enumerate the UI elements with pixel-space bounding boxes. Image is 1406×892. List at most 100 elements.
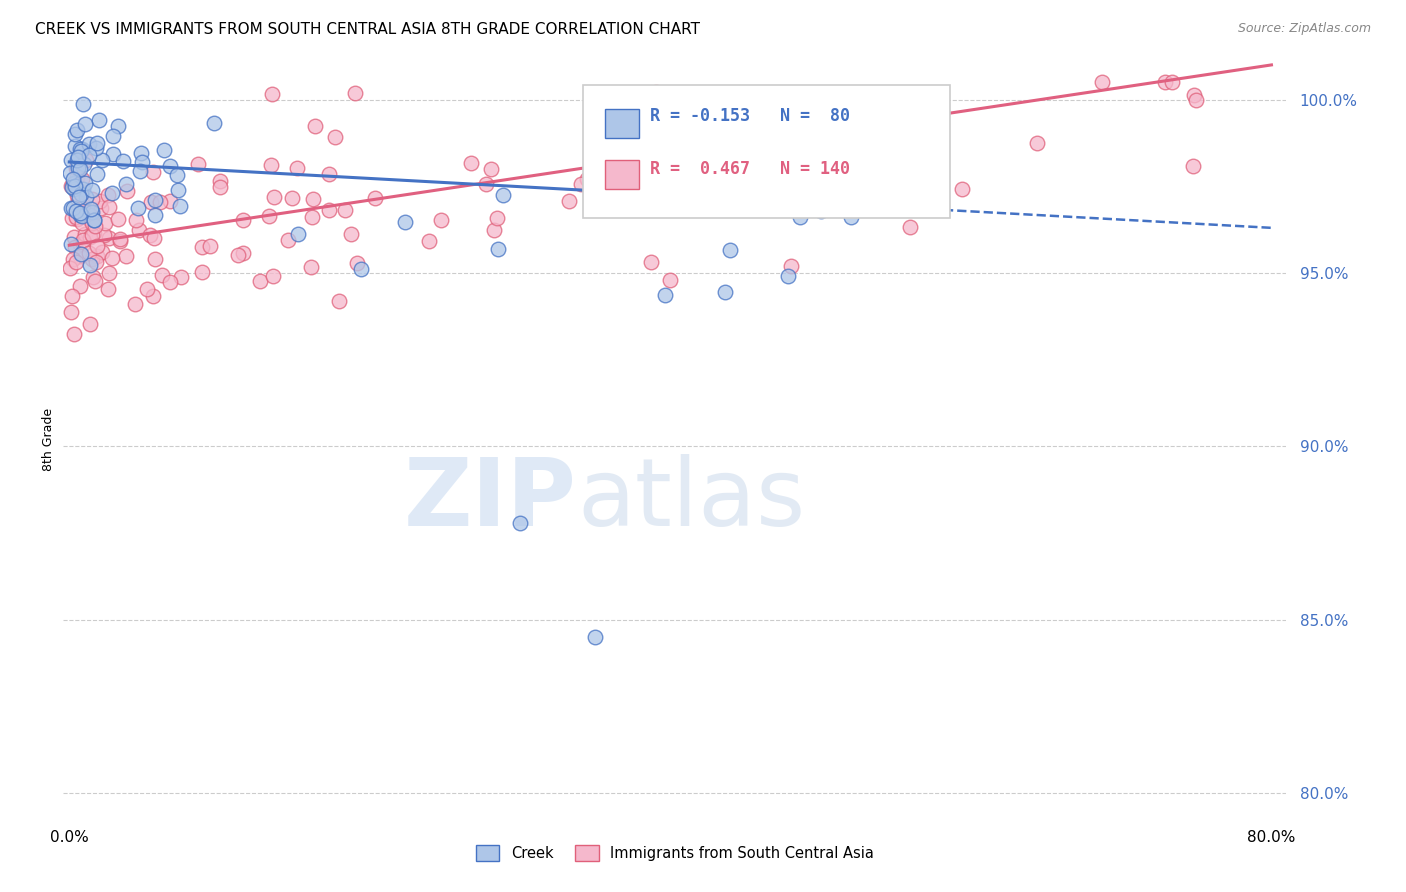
Point bbox=[208, 180, 231, 194]
Point bbox=[63, 178, 86, 193]
Point bbox=[131, 155, 153, 169]
Point bbox=[84, 141, 107, 155]
Point bbox=[124, 296, 146, 310]
Point bbox=[482, 223, 505, 237]
Point bbox=[125, 213, 148, 227]
Text: CREEK VS IMMIGRANTS FROM SOUTH CENTRAL ASIA 8TH GRADE CORRELATION CHART: CREEK VS IMMIGRANTS FROM SOUTH CENTRAL A… bbox=[35, 22, 700, 37]
Point bbox=[72, 198, 94, 212]
Point bbox=[87, 112, 110, 127]
Point bbox=[96, 282, 118, 296]
Point bbox=[257, 209, 280, 223]
Point bbox=[73, 117, 96, 131]
Point bbox=[90, 244, 112, 259]
Point bbox=[1181, 160, 1204, 174]
Point bbox=[167, 183, 190, 197]
Point bbox=[93, 228, 115, 243]
Point bbox=[59, 179, 82, 194]
Point bbox=[73, 227, 96, 241]
Point bbox=[79, 213, 101, 227]
Point bbox=[67, 190, 90, 204]
Point bbox=[65, 203, 87, 218]
Point bbox=[83, 212, 105, 227]
Point bbox=[115, 249, 138, 263]
Point bbox=[418, 234, 440, 248]
Point bbox=[72, 157, 94, 171]
Point bbox=[69, 142, 91, 156]
Point bbox=[80, 252, 103, 266]
Point bbox=[82, 205, 104, 219]
Point bbox=[97, 266, 120, 280]
FancyBboxPatch shape bbox=[605, 161, 640, 189]
Point bbox=[79, 208, 101, 222]
Point bbox=[83, 213, 105, 227]
Point bbox=[344, 87, 367, 101]
Point bbox=[59, 153, 82, 168]
Point bbox=[69, 249, 91, 263]
Point bbox=[59, 201, 82, 215]
Point bbox=[659, 178, 682, 192]
Point bbox=[734, 196, 756, 211]
Point bbox=[492, 187, 515, 202]
Point bbox=[460, 155, 482, 169]
Point bbox=[339, 227, 361, 242]
Point bbox=[60, 289, 83, 303]
Point bbox=[142, 231, 165, 245]
Point bbox=[779, 259, 801, 273]
Point bbox=[1161, 75, 1184, 89]
Point bbox=[101, 147, 124, 161]
Point bbox=[80, 202, 103, 216]
Point bbox=[62, 178, 84, 192]
Point bbox=[779, 103, 801, 118]
Point bbox=[169, 198, 191, 212]
Point bbox=[80, 192, 103, 206]
Point bbox=[80, 228, 103, 243]
FancyBboxPatch shape bbox=[605, 109, 640, 138]
Text: R =  0.467   N = 140: R = 0.467 N = 140 bbox=[651, 160, 851, 178]
Point bbox=[60, 180, 83, 194]
Point bbox=[287, 227, 309, 241]
Point bbox=[232, 212, 254, 227]
Point bbox=[108, 232, 131, 246]
Point bbox=[86, 136, 108, 150]
Point bbox=[63, 326, 86, 341]
Point bbox=[260, 158, 283, 172]
Point bbox=[127, 201, 149, 215]
Point bbox=[66, 187, 89, 202]
Point bbox=[82, 215, 104, 229]
Point bbox=[84, 219, 107, 233]
Point bbox=[69, 144, 91, 158]
Point bbox=[70, 171, 93, 186]
Point bbox=[280, 191, 302, 205]
Text: ZIP: ZIP bbox=[404, 454, 576, 546]
Text: atlas: atlas bbox=[576, 454, 806, 546]
Point bbox=[66, 169, 89, 184]
Point bbox=[115, 184, 138, 198]
Point bbox=[301, 210, 323, 224]
Point bbox=[129, 164, 152, 178]
Point bbox=[262, 87, 284, 102]
Point bbox=[66, 151, 89, 165]
Point bbox=[190, 265, 212, 279]
Point bbox=[79, 317, 101, 331]
Point bbox=[187, 157, 209, 171]
Point bbox=[97, 200, 120, 214]
Point bbox=[575, 171, 598, 186]
Point bbox=[619, 159, 641, 173]
Point bbox=[72, 233, 94, 247]
Point bbox=[159, 194, 181, 208]
Point bbox=[318, 167, 340, 181]
Point bbox=[191, 240, 214, 254]
Point bbox=[209, 174, 232, 188]
Point bbox=[79, 258, 101, 272]
Point bbox=[70, 142, 93, 156]
Point bbox=[159, 275, 181, 289]
Point bbox=[80, 216, 103, 230]
Point bbox=[509, 516, 531, 530]
Point bbox=[644, 85, 666, 99]
Point bbox=[718, 151, 741, 165]
Point bbox=[810, 203, 832, 218]
Point bbox=[285, 161, 308, 176]
Point bbox=[62, 201, 84, 215]
Point bbox=[198, 239, 221, 253]
Point bbox=[1025, 136, 1047, 150]
